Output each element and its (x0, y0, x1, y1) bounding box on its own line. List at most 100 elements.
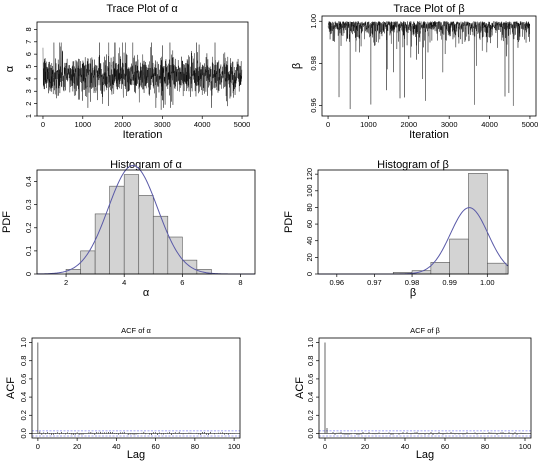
histogram-bar (152, 215, 169, 275)
histogram-bar (167, 236, 183, 275)
x-tick-label: 0 (326, 120, 330, 129)
y-tick-label: 0.6 (306, 374, 315, 384)
plot-frame (36, 21, 249, 117)
chart-title: ACF of β (410, 326, 440, 335)
y-axis-label: ACF (5, 377, 17, 399)
x-tick-label: 0.98 (405, 278, 420, 287)
x-tick-label: 0 (36, 442, 40, 451)
panel-5: ACF of α Lag ACF 0 20 40 60 80 100 0.0 0.2 0.4 0.6 0.… (5, 326, 241, 461)
y-tick-label: 0.0 (19, 428, 28, 438)
y-tick-label: 7 (24, 40, 33, 44)
y-axis-label: PDF (283, 211, 295, 233)
x-tick-label: 6 (180, 278, 184, 287)
histogram-bar (468, 173, 488, 275)
x-tick-label: 20 (361, 442, 369, 451)
x-tick-label: 0.96 (330, 278, 345, 287)
plot-frame (321, 15, 537, 117)
y-tick-label: 0.1 (24, 246, 33, 256)
x-tick-label: 40 (401, 442, 409, 451)
x-tick-label: 4000 (481, 120, 498, 129)
x-tick-label: 2 (64, 278, 68, 287)
y-tick-label: 5 (24, 64, 33, 68)
x-tick-label: 1000 (360, 120, 377, 129)
y-axis-label: β (291, 63, 303, 69)
panel-1: Trace Plot of α Iteration α 0 1000 2000 3000 40… (4, 3, 250, 141)
y-axis-label: PDF (1, 211, 13, 233)
y-tick-label: 0.2 (24, 223, 33, 233)
chart-title: Histogram of α (110, 159, 182, 171)
trace-line (42, 42, 243, 110)
panel-2: Trace Plot of β Iteration β 0 1000 2000 3000 40… (291, 3, 538, 141)
x-axis-label: Lag (127, 449, 145, 461)
y-tick-label: 0.4 (306, 392, 315, 402)
x-axis-label: β (410, 287, 416, 299)
x-tick-label: 5000 (234, 120, 251, 129)
y-tick-label: 3 (24, 89, 33, 93)
y-tick-label: 80 (305, 203, 314, 211)
x-axis-label: Iteration (123, 129, 163, 141)
y-tick-label: 0.2 (19, 410, 28, 420)
y-tick-label: 1.0 (306, 337, 315, 347)
y-tick-label: 1.0 (19, 337, 28, 347)
plot-frame (317, 169, 509, 275)
x-tick-label: 100 (228, 442, 241, 451)
chart-title: Trace Plot of α (106, 3, 178, 15)
x-axis-label: Lag (416, 449, 434, 461)
histogram-bar (123, 174, 140, 275)
y-tick-label: 0.8 (19, 356, 28, 366)
histogram-bar (138, 195, 154, 275)
x-tick-label: 8 (238, 278, 242, 287)
y-tick-label: 0.0 (306, 428, 315, 438)
histogram-bar (80, 250, 96, 275)
x-tick-label: 0 (41, 120, 45, 129)
x-tick-label: 2000 (114, 120, 131, 129)
x-tick-label: 0 (323, 442, 327, 451)
y-tick-label: 0.96 (309, 98, 318, 113)
panel-6: ACF of β Lag ACF 0 20 40 60 80 100 0.0 0.2 0.4 0.6 0.… (294, 326, 532, 461)
y-axis-label: α (4, 65, 16, 72)
x-tick-label: 80 (481, 442, 489, 451)
y-tick-label: 20 (305, 253, 314, 261)
x-tick-label: 80 (191, 442, 199, 451)
y-tick-label: 0.4 (19, 392, 28, 402)
y-tick-label: 40 (305, 237, 314, 245)
x-tick-label: 100 (519, 442, 532, 451)
x-tick-label: 2000 (400, 120, 417, 129)
x-tick-label: 0.99 (442, 278, 457, 287)
plot-frame (31, 337, 241, 439)
chart-title: ACF of α (121, 326, 151, 335)
x-tick-label: 3000 (441, 120, 458, 129)
trace-line (327, 20, 530, 110)
y-tick-label: 0.6 (19, 374, 28, 384)
y-tick-label: 8 (24, 27, 33, 31)
y-tick-label: 60 (305, 220, 314, 228)
y-tick-label: 2 (24, 102, 33, 106)
x-tick-label: 60 (441, 442, 449, 451)
x-tick-label: 20 (73, 442, 81, 451)
y-tick-label: 0.3 (24, 199, 33, 209)
x-tick-label: 0.97 (367, 278, 382, 287)
plot-frame (318, 337, 532, 439)
histogram-bar (430, 262, 450, 275)
y-tick-label: 0 (24, 272, 33, 276)
y-tick-label: 100 (305, 185, 314, 198)
y-tick-label: 0 (305, 272, 314, 276)
y-tick-label: 0.8 (306, 356, 315, 366)
y-tick-label: 6 (24, 52, 33, 56)
chart-title: Trace Plot of β (393, 3, 464, 15)
y-axis-label: ACF (294, 377, 306, 399)
y-tick-label: 0.98 (309, 56, 318, 71)
x-tick-label: 4000 (194, 120, 211, 129)
x-tick-label: 60 (151, 442, 159, 451)
x-axis-label: Iteration (409, 129, 449, 141)
y-tick-label: 0.4 (24, 176, 33, 186)
y-tick-label: 120 (305, 168, 314, 181)
panel-3: Histogram of α α PDF 2 4 6 8 0 0.1 0.2 0.3 0.4 (1, 159, 256, 299)
y-tick-label: 1.00 (309, 14, 318, 29)
x-tick-label: 5000 (522, 120, 539, 129)
x-axis-label: α (143, 287, 150, 299)
y-tick-label: 0.2 (306, 410, 315, 420)
y-tick-label: 4 (24, 77, 33, 81)
y-tick-label: 1 (24, 114, 33, 118)
